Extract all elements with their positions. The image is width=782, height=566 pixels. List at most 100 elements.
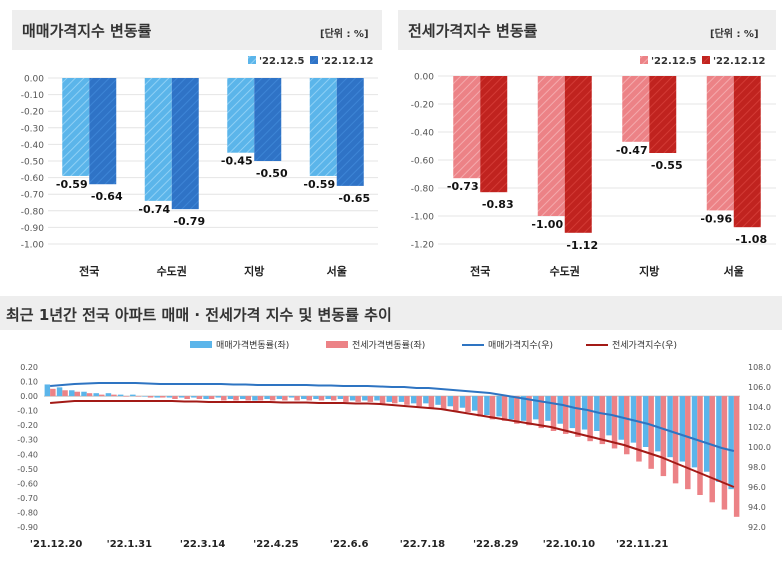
sale-change-bar xyxy=(398,396,405,402)
sale-change-bar xyxy=(667,396,673,458)
sale-change-bar xyxy=(435,396,441,405)
category-label: 지방 xyxy=(639,264,659,278)
bar-전국-1 xyxy=(89,78,117,185)
jeonse-change-bar xyxy=(257,396,264,401)
bar-서울-0 xyxy=(706,76,734,211)
jeonse-change-bar xyxy=(672,396,679,484)
sale-change-bar xyxy=(191,396,197,398)
legend-label: '22.12.12 xyxy=(713,56,765,67)
jeonse-change-bar xyxy=(599,396,606,445)
jeonse-change-bar xyxy=(196,396,203,399)
sale-change-bar xyxy=(508,396,515,420)
category-label: 수도권 xyxy=(550,265,580,278)
sale-change-bar xyxy=(130,394,136,397)
trend-chart: 0.20 0.10 0.00 -0.10 -0.20 -0.30 -0.40 -0.50 -0.… xyxy=(17,339,771,550)
jeonse-change-panel: 전세가격지수 변동률 [단위 : %] 0.00 -0.20 -0.40 -0.60 -… xyxy=(392,0,782,290)
jeonse-change-unit: [단위 : %] xyxy=(710,29,759,40)
jeonse-change-bar xyxy=(697,396,703,495)
left-tick-label: 0.10 xyxy=(20,378,38,387)
jeonse-change-bar xyxy=(379,396,386,404)
sale-change-bar xyxy=(93,393,99,397)
bar-지방-0 xyxy=(227,78,255,153)
sale-change-bar xyxy=(423,396,429,404)
legend-swatch xyxy=(640,56,648,64)
sale-change-bar xyxy=(69,390,75,397)
legend-label: 매매가격변동률(좌) xyxy=(216,339,289,351)
bar-전국-1 xyxy=(480,76,508,193)
y-tick-label: -0.50 xyxy=(21,158,45,168)
x-tick-label: '22.4.25 xyxy=(253,539,298,550)
sale-change-bar xyxy=(459,396,466,408)
sale-change-bar xyxy=(386,396,392,402)
data-label: -0.55 xyxy=(651,159,683,172)
right-tick-label: 96.0 xyxy=(748,483,766,492)
sale-change-bar xyxy=(117,394,124,397)
sale-change-bar xyxy=(142,396,148,397)
category-label: 수도권 xyxy=(157,265,187,278)
data-label: -0.74 xyxy=(138,203,170,216)
data-label: -0.59 xyxy=(56,178,88,191)
y-tick-label: -0.90 xyxy=(21,224,45,234)
bar-수도권-1 xyxy=(171,78,199,210)
category-label: 전국 xyxy=(470,264,490,278)
sale-change-bar xyxy=(276,396,283,399)
jeonse-change-bar xyxy=(343,396,349,402)
data-label: -0.83 xyxy=(482,198,514,211)
jeonse-change-bar xyxy=(489,396,496,420)
sale-change-bar xyxy=(594,396,600,431)
jeonse-change-bar xyxy=(355,396,361,402)
jeonse-change-bar xyxy=(709,396,715,503)
jeonse-change-bar xyxy=(74,391,81,397)
data-label: -0.64 xyxy=(91,190,123,203)
jeonse-change-bar xyxy=(294,396,300,401)
data-label: -0.65 xyxy=(338,192,370,205)
sale-change-bar xyxy=(154,396,160,398)
jeonse-change-bar xyxy=(428,396,435,408)
category-label: 서울 xyxy=(724,264,744,278)
y-tick-label: -0.40 xyxy=(411,129,435,139)
jeonse-change-bar xyxy=(404,396,410,405)
y-tick-label: -0.60 xyxy=(411,157,435,167)
y-tick-label: -0.10 xyxy=(21,91,45,101)
right-tick-label: 92.0 xyxy=(748,523,766,532)
sale-change-bar xyxy=(545,396,551,421)
sale-change-bar xyxy=(227,396,234,399)
bar-서울-0 xyxy=(309,78,337,176)
jeonse-change-bar xyxy=(172,396,178,399)
x-tick-label: '22.6.6 xyxy=(330,539,369,550)
jeonse-change-bar xyxy=(392,396,398,404)
bar-지방-1 xyxy=(254,78,282,161)
jeonse-change-bar xyxy=(416,396,422,407)
jeonse-change-bar xyxy=(50,388,56,397)
sale-change-bar xyxy=(56,387,63,397)
data-label: -1.08 xyxy=(735,233,767,246)
y-tick-label: -0.30 xyxy=(21,124,45,134)
jeonse-change-chart: 0.00 -0.20 -0.40 -0.60 -0.80 -1.00 -1.20 '22.12… xyxy=(411,56,776,278)
jeonse-change-bar xyxy=(123,396,129,397)
sale-change-bar xyxy=(679,396,686,462)
left-tick-label: -0.40 xyxy=(17,450,38,459)
right-tick-label: 108.0 xyxy=(748,363,771,372)
jeonse-change-bar xyxy=(111,394,117,397)
jeonse-change-bar xyxy=(367,396,374,402)
jeonse-index-line xyxy=(50,400,735,488)
category-label: 지방 xyxy=(244,264,264,278)
y-tick-label: 0.00 xyxy=(24,75,44,85)
sale-change-bar xyxy=(313,396,319,399)
sale-change-bar xyxy=(81,391,87,397)
bar-수도권-0 xyxy=(144,78,172,201)
left-tick-label: -0.30 xyxy=(17,436,38,445)
legend-swatch xyxy=(702,56,710,64)
sale-change-bar xyxy=(447,396,454,407)
sale-change-bar xyxy=(252,396,258,401)
jeonse-change-bar xyxy=(477,396,483,417)
data-label: -1.12 xyxy=(566,239,598,252)
trend-panel: 최근 1년간 전국 아파트 매매 · 전세가격 지수 및 변동률 추이 0.20… xyxy=(0,292,782,566)
sale-change-bar xyxy=(569,396,576,429)
jeonse-change-bar xyxy=(733,396,740,517)
sale-change-bar xyxy=(581,396,588,430)
sale-change-bar xyxy=(496,396,502,417)
data-label: -0.50 xyxy=(256,167,288,180)
right-tick-label: 106.0 xyxy=(748,383,771,392)
category-label: 서울 xyxy=(327,264,347,278)
